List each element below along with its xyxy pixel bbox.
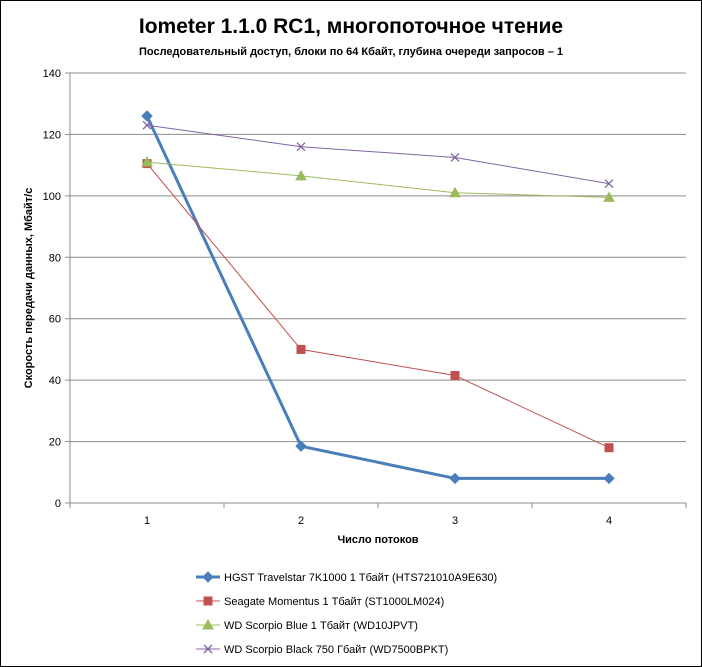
series-line bbox=[146, 124, 610, 185]
legend-label: HGST Travelstar 7K1000 1 Тбайт (HTS72101… bbox=[224, 572, 497, 584]
series-1 bbox=[141, 110, 615, 485]
legend-item: HGST Travelstar 7K1000 1 Тбайт (HTS72101… bbox=[196, 571, 497, 584]
y-tick-label: 0 bbox=[55, 498, 61, 510]
data-point bbox=[296, 344, 306, 354]
y-tick-label: 20 bbox=[49, 437, 61, 449]
data-point bbox=[141, 156, 153, 167]
y-axis-ticks: 0 20 40 60 80 100 120 140 bbox=[43, 68, 70, 510]
chart-subtitle: Последовательный доступ, блоки по 64 Кба… bbox=[139, 46, 563, 58]
legend-label: WD Scorpio Black 750 Гбайт (WD7500BPKT) bbox=[224, 644, 448, 656]
legend-item: WD Scorpio Blue 1 Тбайт (WD10JPVT) bbox=[196, 618, 418, 632]
series-4 bbox=[142, 120, 614, 189]
plot-area bbox=[69, 73, 686, 504]
y-tick-label: 100 bbox=[43, 191, 61, 203]
data-point bbox=[603, 472, 615, 485]
series-2 bbox=[142, 159, 614, 453]
y-tick-label: 120 bbox=[43, 129, 61, 141]
data-point bbox=[142, 120, 152, 130]
series-layer bbox=[141, 110, 615, 485]
legend-item: WD Scorpio Black 750 Гбайт (WD7500BPKT) bbox=[196, 644, 448, 656]
y-tick-label: 40 bbox=[49, 375, 61, 387]
x-tick-label: 3 bbox=[452, 515, 458, 527]
legend-marker bbox=[202, 618, 214, 630]
series-3 bbox=[141, 156, 615, 202]
x-tick-label: 1 bbox=[144, 515, 150, 527]
y-tick-label: 140 bbox=[43, 68, 61, 80]
x-tick-label: 2 bbox=[298, 515, 304, 527]
legend-item: Seagate Momentus 1 Тбайт (ST1000LM024) bbox=[196, 596, 444, 608]
legend-marker bbox=[203, 596, 213, 606]
series-line bbox=[146, 163, 610, 449]
data-point bbox=[449, 472, 461, 485]
legend-marker bbox=[203, 644, 213, 654]
y-tick-label: 60 bbox=[49, 314, 61, 326]
legend: HGST Travelstar 7K1000 1 Тбайт (HTS72101… bbox=[196, 571, 497, 656]
data-point bbox=[296, 142, 306, 152]
y-tick-label: 80 bbox=[49, 252, 61, 264]
legend-label: Seagate Momentus 1 Тбайт (ST1000LM024) bbox=[224, 596, 444, 608]
data-point bbox=[604, 443, 614, 453]
data-point bbox=[449, 186, 461, 198]
data-point bbox=[603, 191, 615, 202]
data-point bbox=[604, 179, 614, 189]
x-axis-ticks: 1 2 3 4 bbox=[69, 503, 687, 527]
data-point bbox=[141, 110, 153, 122]
legend-marker bbox=[202, 571, 214, 583]
gridlines bbox=[70, 72, 686, 443]
data-point bbox=[450, 153, 460, 162]
y-axis-label: Скорость передачи данных, Мбайт/с bbox=[23, 188, 35, 389]
x-axis-label: Число потоков bbox=[337, 534, 418, 546]
data-point bbox=[450, 371, 460, 381]
data-point bbox=[295, 169, 307, 181]
chart-title: Iometer 1.1.0 RC1, многопоточное чтение bbox=[139, 15, 563, 38]
x-tick-label: 4 bbox=[606, 515, 612, 527]
series-line bbox=[145, 115, 609, 480]
series-line bbox=[146, 161, 610, 198]
data-point bbox=[295, 440, 307, 452]
legend-label: WD Scorpio Blue 1 Тбайт (WD10JPVT) bbox=[224, 620, 418, 632]
